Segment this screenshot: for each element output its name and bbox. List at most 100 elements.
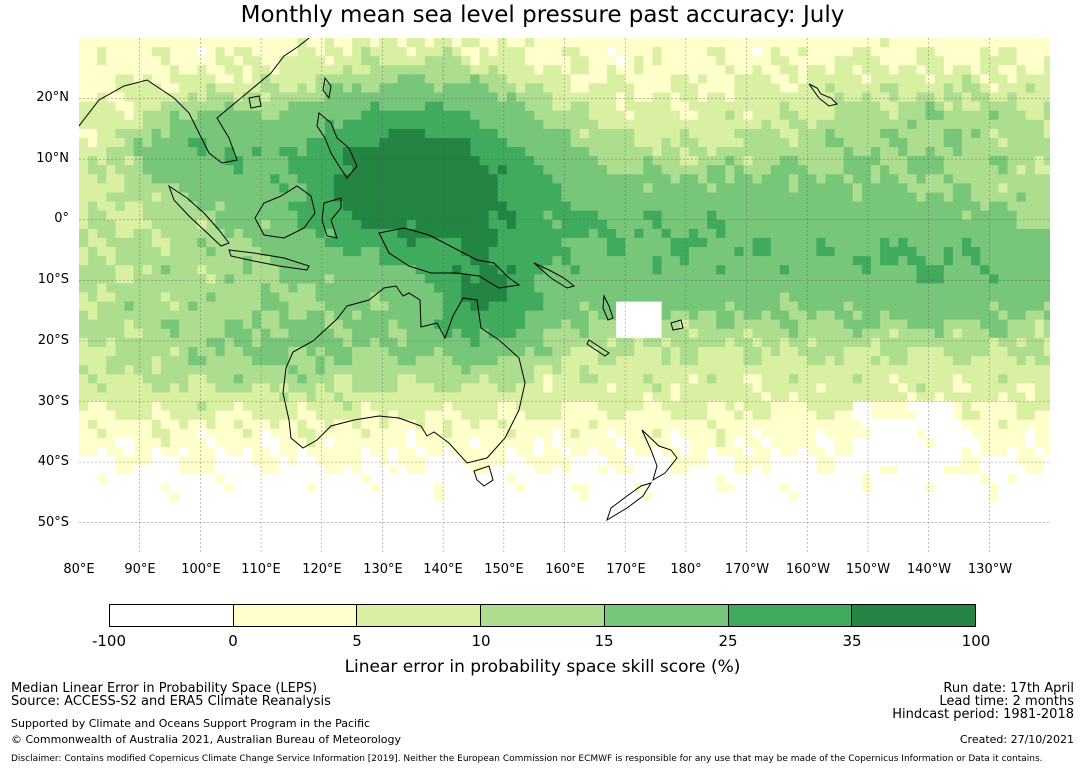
skill-cell [1016, 192, 1027, 203]
skill-cell [579, 347, 590, 357]
skill-cell [871, 428, 881, 439]
skill-cell [716, 38, 726, 48]
skill-cell [916, 210, 927, 221]
skill-cell [588, 428, 599, 439]
skill-cell [934, 174, 945, 184]
skill-cell [880, 38, 890, 48]
skill-cell [871, 310, 881, 321]
skill-cell [215, 456, 226, 466]
skill-cell [798, 101, 808, 112]
skill-cell [252, 183, 262, 194]
skill-cell [242, 337, 253, 348]
skill-cell [97, 83, 107, 94]
skill-cell [998, 119, 1009, 130]
skill-cell [288, 210, 299, 221]
skill-cell [643, 65, 654, 75]
skill-cell [434, 292, 444, 303]
skill-cell [816, 128, 827, 139]
skill-cell [925, 83, 936, 94]
skill-cell [206, 365, 217, 375]
skill-cell [124, 201, 135, 212]
skill-cell [916, 301, 927, 312]
skill-cell [170, 374, 180, 384]
skill-cell [1043, 274, 1050, 284]
skill-cell [333, 447, 344, 457]
skill-cell [388, 347, 399, 357]
skill-cell [1043, 337, 1050, 348]
skill-cell [779, 210, 790, 221]
skill-cell [871, 256, 881, 266]
skill-cell [97, 210, 107, 221]
skill-cell [616, 210, 626, 221]
skill-cell [242, 392, 253, 403]
skill-cell [679, 219, 690, 230]
skill-cell [379, 265, 390, 275]
skill-cell [534, 237, 544, 248]
skill-cell [497, 401, 508, 412]
skill-cell [233, 365, 244, 375]
skill-cell [971, 347, 981, 357]
skill-cell [588, 228, 599, 239]
skill-cell [916, 419, 927, 430]
skill-cell [188, 47, 198, 57]
skill-cell [998, 383, 1009, 394]
skill-cell [270, 374, 280, 384]
skill-cell [1043, 56, 1050, 66]
skill-cell [698, 392, 708, 403]
skill-cell [1034, 310, 1045, 321]
skill-cell [661, 183, 672, 194]
skill-cell [479, 374, 490, 384]
skill-cell [133, 101, 144, 112]
skill-cell [1025, 219, 1036, 230]
skill-cell [716, 456, 726, 466]
skill-cell [261, 228, 271, 239]
skill-cell [716, 156, 726, 166]
skill-cell [798, 174, 808, 184]
skill-cell [306, 65, 317, 75]
skill-cell [770, 165, 781, 175]
skill-cell [352, 119, 362, 130]
skill-cell [415, 210, 426, 221]
skill-cell [761, 292, 772, 303]
skill-cell [698, 356, 708, 366]
skill-cell [479, 328, 490, 339]
skill-cell [834, 374, 845, 384]
skill-cell [124, 47, 135, 57]
skill-cell [852, 38, 863, 48]
skill-cell [370, 101, 380, 112]
skill-cell [133, 192, 144, 203]
skill-cell [607, 347, 617, 357]
skill-cell [734, 138, 745, 148]
skill-cell [151, 310, 162, 321]
skill-cell [597, 319, 608, 330]
skill-cell [779, 74, 790, 85]
skill-cell [934, 437, 945, 448]
skill-cell [752, 437, 763, 448]
skill-cell [934, 165, 945, 175]
skill-cell [197, 383, 207, 394]
skill-cell [206, 210, 217, 221]
skill-cell [798, 201, 808, 212]
skill-cell [151, 328, 162, 339]
skill-cell [1034, 138, 1045, 148]
skill-cell [479, 347, 490, 357]
skill-cell [980, 119, 990, 130]
skill-cell [361, 292, 371, 303]
skill-cell [588, 283, 599, 294]
skill-cell [980, 156, 990, 166]
skill-cell [397, 47, 408, 57]
skill-cell [998, 110, 1009, 121]
skill-cell [188, 128, 198, 139]
skill-cell [889, 410, 899, 421]
skill-cell [843, 301, 854, 312]
skill-cell [506, 319, 517, 330]
skill-cell [488, 292, 499, 303]
skill-cell [880, 428, 890, 439]
skill-cell [625, 347, 635, 357]
skill-cell [370, 401, 380, 412]
skill-cell [160, 101, 171, 112]
skill-cell [861, 47, 872, 57]
skill-cell [352, 456, 362, 466]
skill-cell [652, 128, 663, 139]
skill-cell [971, 119, 981, 130]
